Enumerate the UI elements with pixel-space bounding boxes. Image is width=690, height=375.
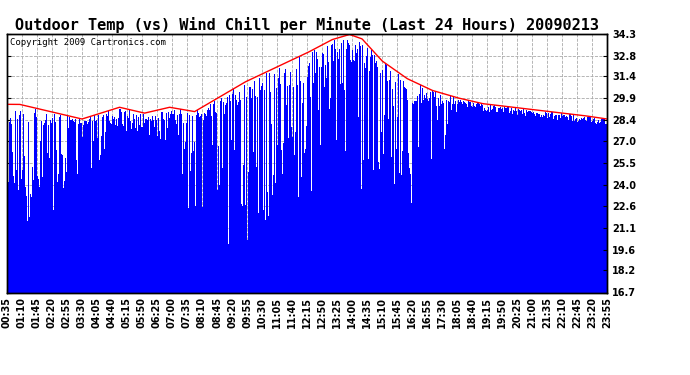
Title: Outdoor Temp (vs) Wind Chill per Minute (Last 24 Hours) 20090213: Outdoor Temp (vs) Wind Chill per Minute … [15, 16, 599, 33]
Text: Copyright 2009 Cartronics.com: Copyright 2009 Cartronics.com [10, 38, 166, 46]
